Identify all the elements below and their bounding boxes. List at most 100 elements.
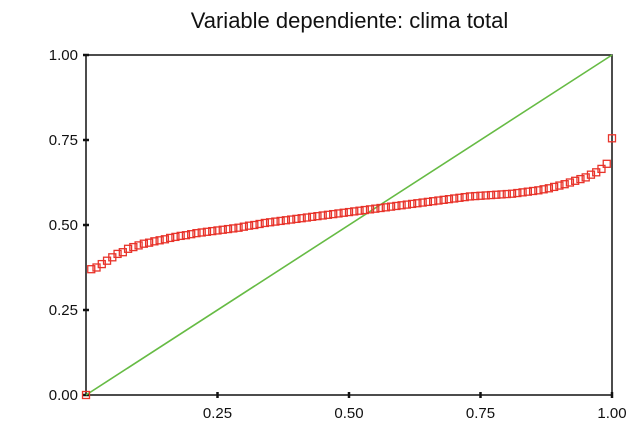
data-point-92 (565, 178, 575, 187)
data-point-41 (297, 214, 306, 223)
data-point-89 (549, 182, 559, 192)
y-tick-label-0: 0.00 (49, 387, 78, 404)
data-point-47 (329, 209, 338, 219)
data-point-55 (371, 204, 380, 213)
data-point-95 (581, 173, 590, 182)
data-point-71 (455, 193, 464, 202)
data-point-36 (271, 217, 280, 226)
data-point-94 (576, 174, 585, 184)
data-point-6 (113, 249, 122, 259)
data-point-17 (171, 232, 180, 242)
reference-diagonal-line (85, 54, 613, 396)
data-point-88 (544, 184, 554, 193)
data-point-98 (597, 164, 606, 174)
data-point-21 (192, 229, 201, 238)
data-point-100 (607, 134, 617, 143)
data-point-91 (560, 180, 569, 189)
data-point-65 (423, 197, 433, 207)
data-point-77 (486, 190, 496, 200)
data-point-63 (413, 199, 422, 208)
data-point-27 (223, 224, 233, 234)
data-point-53 (360, 205, 369, 215)
data-point-22 (197, 228, 206, 237)
data-point-12 (144, 238, 154, 247)
data-point-9 (129, 242, 138, 252)
data-point-24 (208, 226, 217, 236)
data-point-62 (407, 199, 417, 209)
y-tick-label-1: 0.25 (49, 302, 78, 319)
x-tick-label-0: 0.25 (203, 405, 232, 422)
data-point-16 (166, 233, 175, 243)
data-point-84 (523, 187, 532, 196)
data-point-59 (392, 201, 401, 211)
data-point-73 (465, 192, 475, 201)
data-point-79 (497, 190, 506, 199)
x-tick-label-1: 0.50 (334, 405, 363, 422)
chart-title: Variable dependiente: clima total (190, 8, 509, 33)
data-point-18 (176, 231, 185, 241)
data-point-34 (260, 218, 269, 228)
data-point-76 (481, 191, 490, 200)
data-point-87 (539, 185, 548, 194)
data-point-67 (434, 196, 443, 205)
data-point-13 (150, 237, 159, 246)
data-point-93 (571, 176, 580, 185)
data-point-74 (471, 191, 480, 201)
data-point-86 (534, 186, 543, 195)
data-point-54 (365, 205, 375, 214)
data-point-25 (213, 226, 222, 235)
y-tick-label-2: 0.50 (49, 217, 78, 234)
data-point-30 (239, 222, 248, 231)
data-point-23 (202, 227, 212, 236)
data-point-68 (439, 195, 448, 204)
data-point-28 (229, 224, 238, 233)
data-point-48 (334, 209, 343, 218)
data-point-8 (123, 244, 133, 253)
data-point-46 (323, 210, 333, 219)
data-point-14 (155, 236, 164, 245)
data-point-44 (313, 212, 322, 221)
data-point-56 (376, 203, 385, 213)
data-point-32 (250, 220, 259, 230)
data-point-75 (476, 191, 485, 200)
data-point-50 (344, 207, 354, 217)
data-point-96 (586, 170, 596, 179)
data-point-35 (265, 218, 275, 227)
data-point-43 (308, 212, 317, 221)
data-point-90 (555, 181, 564, 190)
data-point-51 (350, 207, 359, 216)
y-tick-label-4: 1.00 (49, 47, 78, 64)
data-point-61 (402, 200, 412, 209)
data-point-72 (460, 192, 469, 202)
data-point-26 (218, 225, 227, 234)
data-point-58 (386, 202, 396, 211)
x-tick-label-2: 0.75 (466, 405, 495, 422)
data-point-39 (286, 215, 296, 224)
data-point-70 (450, 194, 459, 203)
data-point-38 (281, 216, 291, 225)
data-point-11 (139, 239, 149, 248)
data-point-45 (318, 211, 327, 220)
data-point-31 (244, 221, 254, 230)
data-point-83 (518, 188, 527, 197)
plot-area: 0.00 0.25 0.50 0.75 1.00 0.25 0.50 0.75 1.00 (49, 47, 627, 422)
data-point-85 (528, 186, 538, 196)
data-point-66 (429, 197, 438, 206)
data-point-64 (418, 198, 427, 207)
y-tick-label-3: 0.75 (49, 132, 78, 149)
data-point-10 (134, 241, 143, 250)
data-point-69 (444, 195, 454, 204)
data-point-40 (292, 214, 301, 224)
data-point-1 (87, 265, 96, 274)
data-point-0 (81, 390, 91, 400)
data-point-15 (160, 235, 170, 244)
data-point-78 (492, 190, 501, 199)
data-point-80 (502, 189, 511, 199)
data-point-37 (276, 216, 285, 226)
data-point-81 (507, 189, 517, 198)
data-point-19 (181, 231, 191, 240)
data-point-99 (602, 159, 611, 168)
data-point-60 (397, 201, 406, 210)
